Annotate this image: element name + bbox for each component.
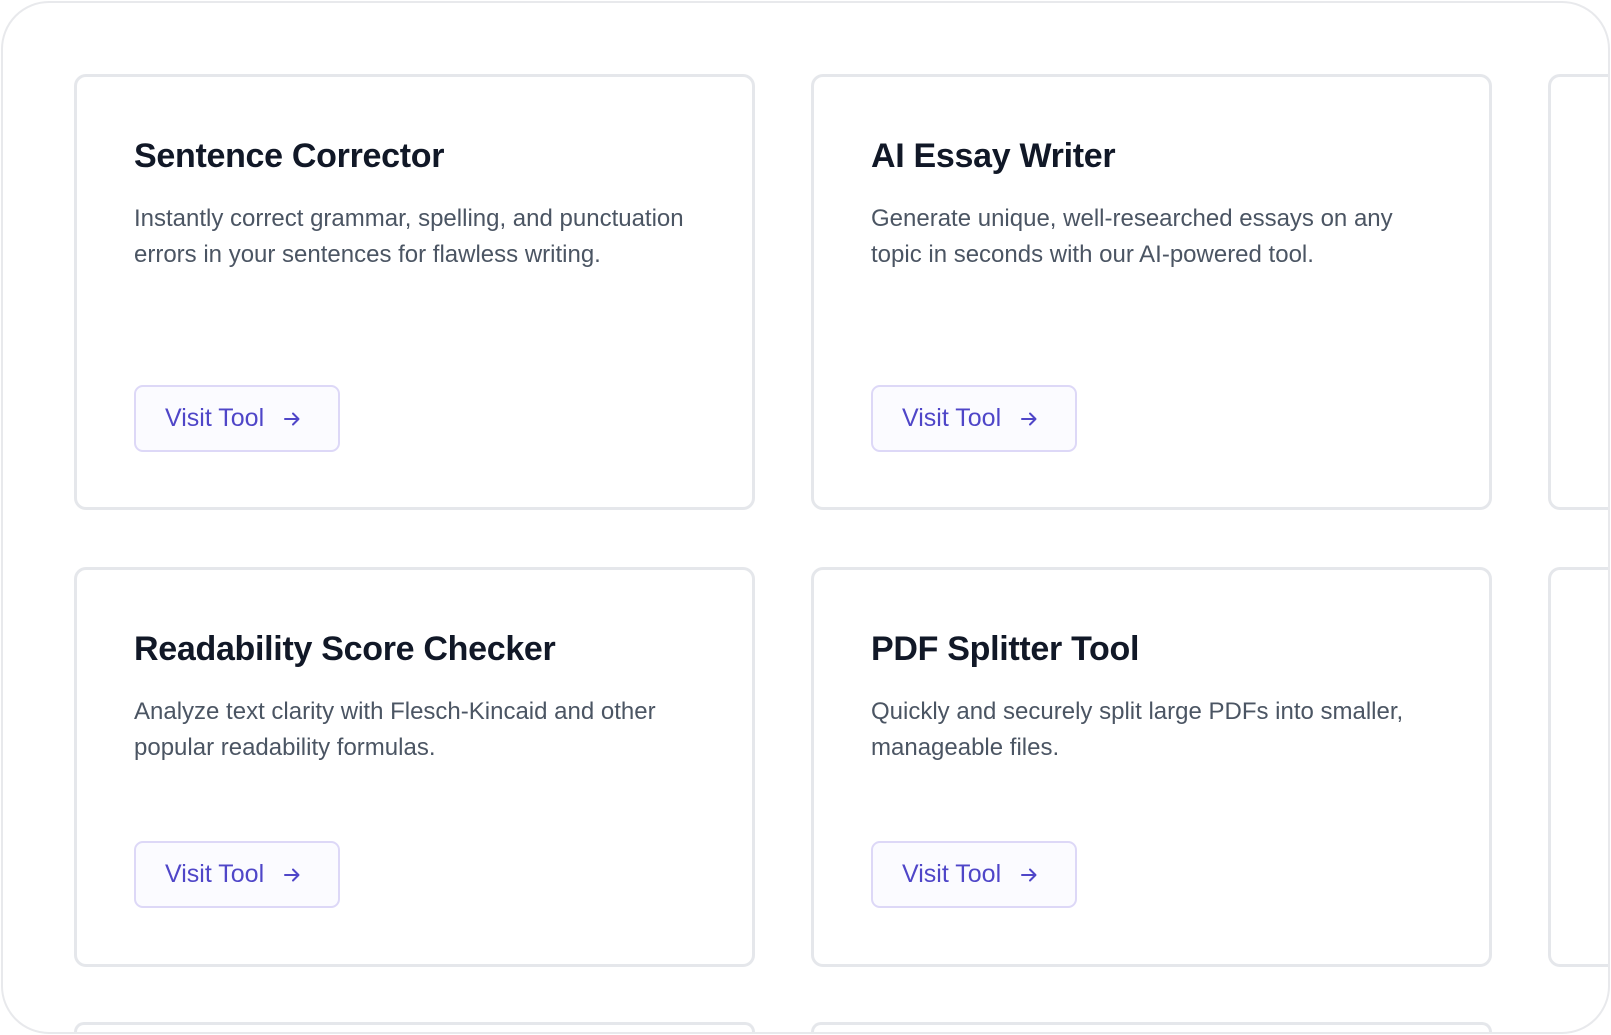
card-title: Readability Score Checker <box>134 630 556 668</box>
button-label: Visit Tool <box>165 860 265 888</box>
card-description: Generate unique, well-researched essays … <box>871 205 1393 268</box>
visit-tool-button[interactable]: Visit Tool <box>871 841 1077 908</box>
tool-card: Readability Score Checker Analyze text c… <box>74 567 755 967</box>
card-description: Instantly correct grammar, spelling, and… <box>134 205 684 268</box>
arrow-right-icon <box>282 409 302 429</box>
card-description: Quickly and securely split large PDFs in… <box>871 698 1404 761</box>
visit-tool-button[interactable]: Visit Tool <box>134 385 340 452</box>
button-label: Visit Tool <box>902 404 1002 432</box>
button-label: Visit Tool <box>902 860 1002 888</box>
visit-tool-button[interactable]: Visit Tool <box>134 841 340 908</box>
visit-tool-button[interactable]: Visit Tool <box>871 385 1077 452</box>
tool-card: Sentence Corrector Instantly correct gra… <box>74 74 755 510</box>
arrow-right-icon <box>1019 865 1039 885</box>
arrow-right-icon <box>282 865 302 885</box>
tool-card-partial <box>1548 567 1608 967</box>
card-title: PDF Splitter Tool <box>871 630 1140 668</box>
tool-card: PDF Splitter Tool Quickly and securely s… <box>811 567 1492 967</box>
card-title: Sentence Corrector <box>134 137 445 175</box>
arrow-right-icon <box>1019 409 1039 429</box>
tool-card: AI Essay Writer Generate unique, well-re… <box>811 74 1492 510</box>
card-title: AI Essay Writer <box>871 137 1116 175</box>
card-description: Analyze text clarity with Flesch-Kincaid… <box>134 698 656 761</box>
tool-card-partial <box>74 1022 755 1032</box>
tool-card-partial <box>811 1022 1492 1032</box>
button-label: Visit Tool <box>165 404 265 432</box>
tool-card-partial <box>1548 74 1608 510</box>
